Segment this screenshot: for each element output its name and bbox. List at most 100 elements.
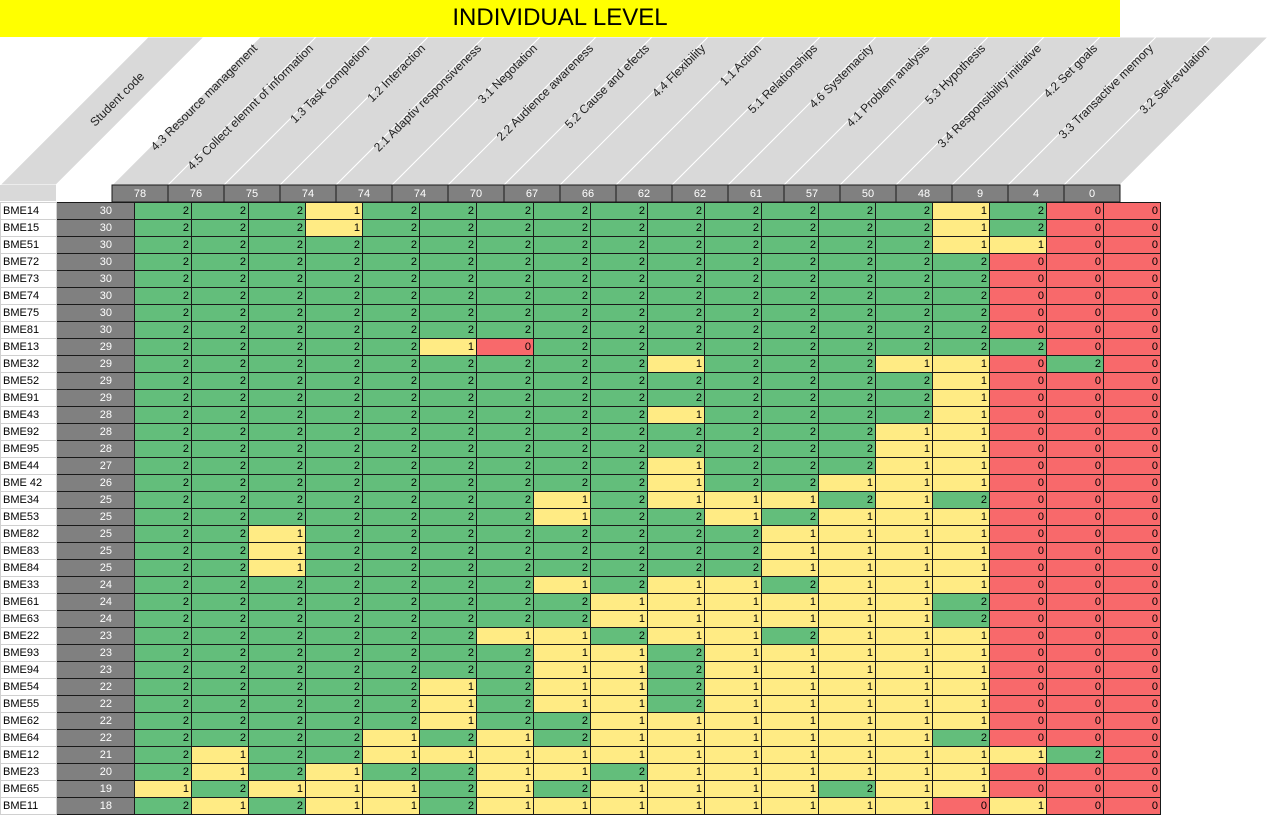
skill-total-value: 74 [302, 188, 314, 200]
table-row: BME83 25 2 2 1 2 2 2 2 2 2 2 2 1 1 1 1 0 0 0 [0, 542, 1161, 560]
score-cell: 0 [1046, 763, 1104, 781]
score-cell: 0 [989, 423, 1047, 441]
score-cell: 2 [305, 644, 363, 662]
score-cell: 2 [476, 219, 534, 237]
score-cell: 1 [818, 508, 876, 526]
score-cell: 1 [533, 746, 591, 764]
score-cell: 2 [362, 712, 420, 730]
score-cell: 0 [1046, 338, 1104, 356]
score-cell: 1 [818, 627, 876, 645]
score-cell: 2 [476, 423, 534, 441]
student-total-cell: 23 [56, 644, 135, 662]
score-cell: 2 [590, 559, 648, 577]
score-cell: 2 [875, 406, 933, 424]
score-cell: 1 [932, 440, 990, 458]
score-cell: 0 [1046, 372, 1104, 390]
score-cell: 1 [590, 661, 648, 679]
score-cell: 2 [362, 202, 420, 220]
score-cell: 2 [590, 321, 648, 339]
score-cell: 2 [704, 321, 762, 339]
score-cell: 1 [704, 763, 762, 781]
score-cell: 0 [989, 406, 1047, 424]
score-cell: 0 [989, 763, 1047, 781]
score-cell: 2 [191, 542, 249, 560]
score-cell: 2 [191, 440, 249, 458]
score-cell: 0 [1103, 763, 1161, 781]
score-cell: 2 [191, 338, 249, 356]
student-code-cell: BME54 [0, 678, 57, 696]
score-cell: 1 [362, 797, 420, 815]
score-cell: 2 [362, 236, 420, 254]
student-total-cell: 25 [56, 508, 135, 526]
score-cell: 2 [248, 236, 306, 254]
score-cell: 2 [362, 695, 420, 713]
score-cell: 2 [476, 389, 534, 407]
score-cell: 1 [875, 661, 933, 679]
score-cell: 2 [932, 593, 990, 611]
score-cell: 2 [875, 372, 933, 390]
score-cell: 0 [1103, 355, 1161, 373]
score-cell: 2 [818, 304, 876, 322]
score-cell: 2 [191, 457, 249, 475]
score-cell: 0 [1103, 321, 1161, 339]
score-cell: 2 [647, 219, 705, 237]
score-cell: 1 [761, 644, 819, 662]
score-cell: 1 [932, 389, 990, 407]
score-cell: 2 [248, 440, 306, 458]
score-cell: 2 [305, 270, 363, 288]
score-cell: 2 [476, 270, 534, 288]
score-cell: 2 [818, 236, 876, 254]
score-cell: 2 [191, 661, 249, 679]
score-cell: 1 [419, 712, 477, 730]
score-cell: 2 [362, 474, 420, 492]
score-cell: 1 [875, 593, 933, 611]
score-cell: 1 [761, 763, 819, 781]
score-cell: 2 [476, 508, 534, 526]
score-cell: 1 [875, 644, 933, 662]
score-cell: 1 [875, 491, 933, 509]
score-cell: 2 [248, 304, 306, 322]
student-code-cell: BME91 [0, 389, 57, 407]
score-cell: 2 [476, 457, 534, 475]
score-cell: 1 [704, 678, 762, 696]
score-cell: 2 [818, 780, 876, 798]
score-cell: 1 [533, 661, 591, 679]
student-total-cell: 24 [56, 576, 135, 594]
student-total-cell: 25 [56, 491, 135, 509]
score-cell: 2 [647, 644, 705, 662]
score-cell: 1 [818, 729, 876, 747]
score-cell: 1 [305, 797, 363, 815]
score-cell: 2 [248, 678, 306, 696]
score-cell: 2 [134, 389, 192, 407]
skill-total-value: 76 [190, 188, 202, 200]
score-cell: 1 [818, 474, 876, 492]
score-cell: 0 [1046, 457, 1104, 475]
student-total-cell: 30 [56, 304, 135, 322]
student-total-cell: 26 [56, 474, 135, 492]
score-cell: 1 [704, 746, 762, 764]
table-row: BME94 23 2 2 2 2 2 2 2 1 1 2 1 1 1 1 1 0 0 0 [0, 661, 1161, 679]
score-cell: 2 [533, 542, 591, 560]
score-cell: 2 [419, 763, 477, 781]
score-cell: 2 [248, 474, 306, 492]
score-cell: 1 [875, 610, 933, 628]
score-cell: 2 [476, 661, 534, 679]
student-code-cell: BME33 [0, 576, 57, 594]
score-cell: 2 [533, 304, 591, 322]
score-cell: 1 [704, 593, 762, 611]
score-cell: 2 [989, 202, 1047, 220]
score-cell: 2 [476, 304, 534, 322]
score-cell: 2 [590, 440, 648, 458]
score-cell: 2 [590, 219, 648, 237]
score-cell: 1 [533, 797, 591, 815]
score-cell: 1 [704, 729, 762, 747]
score-cell: 1 [533, 627, 591, 645]
score-cell: 2 [533, 712, 591, 730]
score-cell: 2 [818, 270, 876, 288]
score-cell: 2 [134, 729, 192, 747]
score-cell: 1 [932, 576, 990, 594]
score-cell: 2 [305, 712, 363, 730]
score-cell: 0 [1103, 202, 1161, 220]
score-cell: 0 [476, 338, 534, 356]
score-cell: 2 [875, 287, 933, 305]
